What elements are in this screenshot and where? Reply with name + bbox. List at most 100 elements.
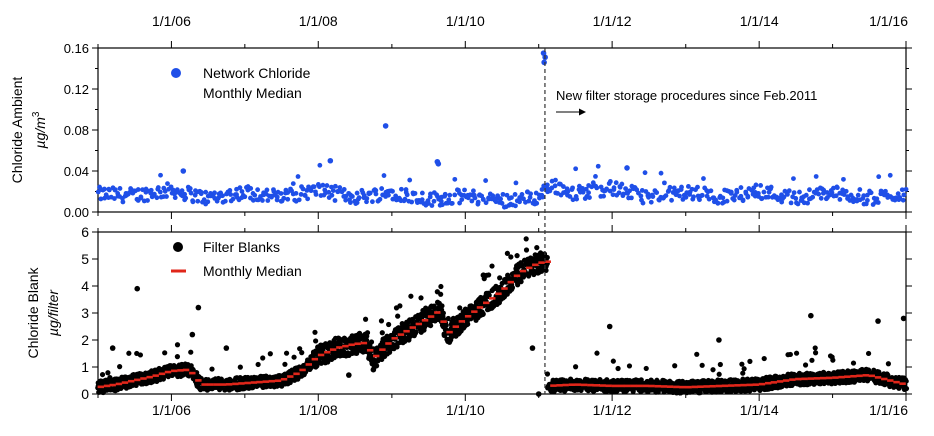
ambient-point: [157, 189, 163, 195]
top-x-tick-label: 1/1/16: [869, 13, 908, 29]
ambient-point: [212, 190, 217, 196]
ambient-point: [409, 199, 415, 205]
ambient-point: [669, 197, 674, 203]
ambient-point: [586, 190, 591, 196]
blank-point: [105, 370, 111, 376]
ambient-point: [683, 194, 689, 200]
ambient-point: [607, 188, 613, 194]
blank-point: [694, 351, 700, 357]
ambient-panel: 0.000.040.080.120.16 1/1/06 1/1/08 1/1/10 1…: [9, 13, 912, 220]
storage-annotation: New filter storage procedures since Feb.…: [556, 88, 817, 116]
ambient-point: [513, 180, 519, 186]
blank-point: [465, 321, 471, 327]
ambient-point: [895, 191, 901, 197]
ambient-point: [699, 192, 705, 198]
ambient-point: [250, 197, 256, 203]
ambient-point: [260, 198, 265, 203]
ambient-point: [192, 192, 198, 198]
blank-point: [260, 355, 266, 361]
blank-outlier-point: [370, 366, 377, 373]
ambient-point: [390, 196, 396, 202]
ambient-point: [182, 191, 188, 197]
blank-point: [188, 349, 194, 355]
ambient-point: [734, 189, 740, 195]
blank-point: [761, 355, 767, 362]
ambient-point: [534, 200, 540, 206]
blank-point: [830, 357, 836, 363]
ambient-point: [613, 180, 619, 186]
ambient-point: [145, 198, 150, 203]
ambient-point: [317, 162, 323, 168]
blank-point: [865, 350, 872, 357]
ambient-point: [264, 187, 270, 193]
ambient-point: [112, 196, 117, 201]
ambient-point: [611, 187, 617, 192]
ambient-point: [573, 166, 579, 172]
ambient-point: [803, 192, 809, 198]
ambient-point: [610, 192, 616, 198]
ambient-point: [117, 186, 123, 191]
ambient-point: [98, 196, 104, 202]
ambient-point: [326, 189, 332, 195]
ambient-point: [332, 183, 338, 189]
ambient-point: [786, 188, 792, 194]
ambient-y-tick-label: 0.12: [64, 82, 89, 97]
ambient-point: [738, 193, 744, 199]
ambient-outlier-point: [541, 59, 547, 66]
blank-point: [126, 350, 132, 356]
ambient-point: [255, 187, 261, 193]
ambient-point: [629, 195, 634, 201]
top-x-tick-label: 1/1/12: [593, 13, 632, 29]
blank-point: [672, 363, 678, 369]
ambient-point: [449, 200, 455, 206]
blank-outlier-point: [900, 315, 907, 322]
blank-outlier-point: [606, 323, 613, 330]
ambient-point: [201, 197, 207, 203]
blank-point: [802, 362, 809, 368]
ambient-point: [329, 192, 335, 198]
ambient-point: [818, 195, 824, 201]
legend-network-chloride-label: Network Chloride: [203, 65, 311, 81]
ambient-point: [701, 176, 706, 181]
ambient-point: [587, 195, 592, 200]
ambient-point: [381, 173, 387, 178]
ambient-point: [868, 190, 874, 196]
ambient-point: [364, 196, 370, 201]
blank-point: [117, 364, 123, 370]
blank-point: [827, 353, 834, 359]
ambient-point: [203, 189, 209, 195]
ambient-point: [154, 195, 160, 201]
ambient-point: [106, 187, 112, 193]
ambient-point: [265, 198, 271, 203]
blank-point: [699, 362, 705, 368]
blank-point: [884, 371, 890, 377]
blank-outlier-point: [529, 345, 536, 351]
ambient-point: [354, 200, 360, 206]
blank-point: [485, 290, 491, 296]
bottom-x-tick-label: 1/1/12: [593, 402, 632, 418]
blank-point: [480, 311, 486, 317]
blank-y-tick-label: 6: [81, 224, 89, 240]
ambient-point: [687, 192, 692, 197]
blank-point: [812, 350, 819, 356]
blank-point: [573, 364, 579, 370]
blank-point: [297, 346, 303, 352]
ambient-point: [580, 189, 586, 195]
ambient-point: [861, 193, 867, 199]
ambient-y-unit-superscript: 3: [31, 111, 42, 117]
ambient-point: [887, 172, 893, 178]
ambient-point: [320, 182, 326, 188]
ambient-point: [627, 188, 633, 194]
blank-point: [440, 310, 446, 316]
ambient-point: [183, 195, 189, 201]
blank-point: [739, 361, 745, 367]
blank-y-label: Chloride Blank: [25, 266, 41, 358]
blank-point: [209, 366, 215, 372]
blank-point: [544, 254, 550, 261]
ambient-point: [390, 188, 395, 194]
blank-point: [189, 366, 195, 372]
ambient-point: [903, 186, 909, 192]
blank-point: [787, 351, 793, 358]
blank-point: [397, 303, 403, 309]
ambient-point: [901, 192, 907, 198]
